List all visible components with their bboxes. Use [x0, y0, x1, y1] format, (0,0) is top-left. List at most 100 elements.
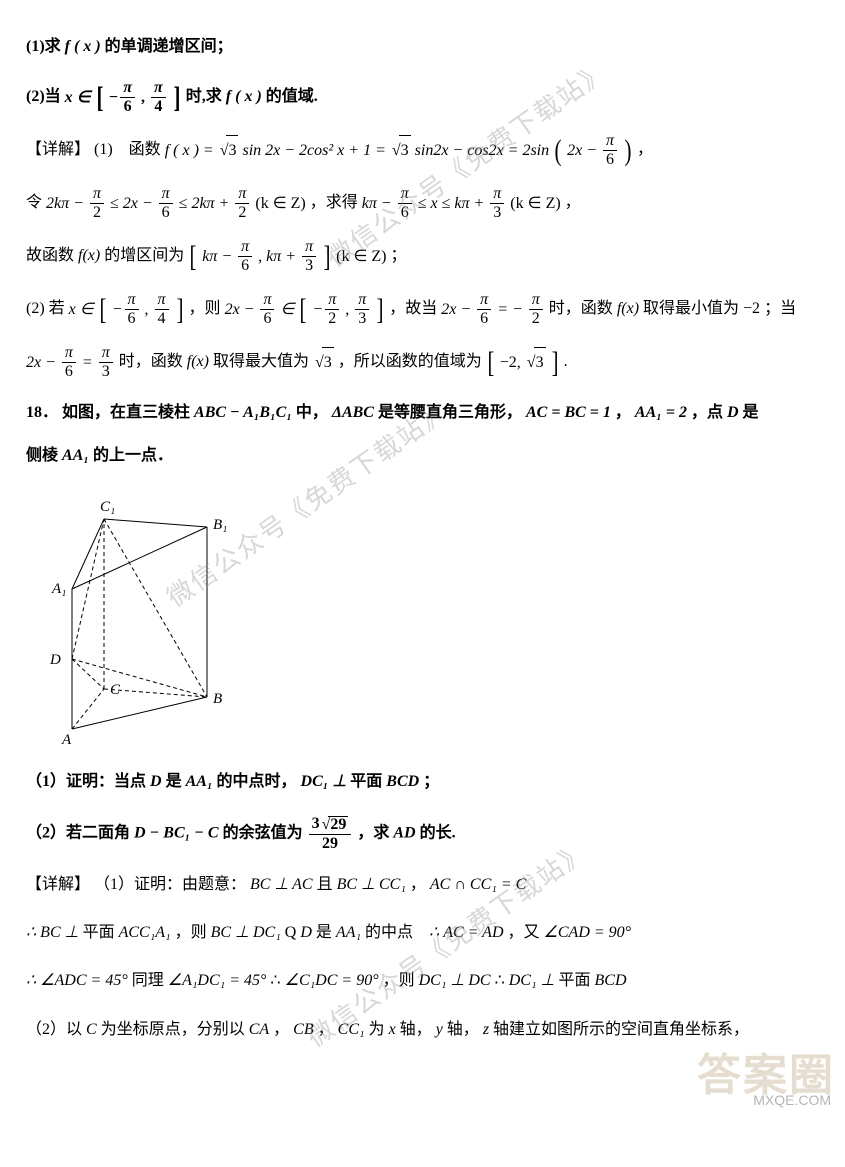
question-1-part-2: (2)当 x ∈ [ −π6 , π4 ] 时,求 f ( x ) 的值域.	[26, 80, 819, 115]
q1p1-fx: f ( x )	[65, 38, 101, 55]
s18l2-e: BC ⊥ DC₁	[211, 924, 281, 941]
fig-label-B: B	[213, 691, 222, 707]
s18l2-h: 是	[316, 924, 336, 941]
sol3-max: 3	[313, 354, 338, 371]
q18-2b: 的余弦值为	[223, 824, 307, 841]
p18-d: ，	[615, 404, 631, 421]
p18-e: ，点	[691, 404, 727, 421]
sol1-eq: f ( x ) = 3 sin 2x − 2cos² x + 1 = 3 sin…	[165, 142, 637, 159]
sol18-label: 【详解】	[26, 876, 90, 893]
q18-1perp: DC₁ ⊥	[301, 773, 347, 790]
sol1-num: (1)	[94, 142, 113, 159]
sol1-lead: 函数	[129, 142, 165, 159]
s18l2-m: ∠CAD = 90°	[544, 924, 632, 941]
solution-2-line-2: 2x − π6 = π3 时，函数 f(x) 取得最大值为 3 ，所以函数的值域…	[26, 345, 819, 380]
q18-1bcd: BCD	[386, 773, 419, 790]
sol18-1num: （1）证明：由题意：	[94, 876, 246, 893]
s18l2-l: ，又	[508, 924, 544, 941]
corner-fg: MXQE.COM	[753, 1087, 831, 1114]
sol3-max-cond: 2x − π6 = π3	[26, 354, 119, 371]
sol2-a: 若	[49, 301, 69, 318]
sol3-range: [ −2, 3 ]	[486, 354, 564, 371]
s18p2-f: CB	[293, 1021, 313, 1038]
sol2-f: 时，函数	[549, 301, 617, 318]
s18l2-k: ∴ AC = AD	[429, 924, 503, 941]
sol2-min-cond: 2x − π6 = − π2	[441, 301, 549, 318]
sol3-c: 取得最大值为	[213, 354, 313, 371]
q1p2-fx: f ( x )	[226, 89, 262, 106]
sol18-1c: BC ⊥ CC₁	[337, 876, 406, 893]
prism-figure: C₁ B₁ A₁ D C B A	[32, 489, 819, 749]
fig-label-A1: A₁	[51, 581, 66, 597]
s18l2-i: AA₁	[336, 924, 361, 941]
s18l3-i: DC₁ ⊥	[509, 972, 555, 989]
s18p2-k: 轴，	[400, 1021, 432, 1038]
sol2-int-2x: 2x − π6 ∈ [ −π2 , π3 ]	[225, 301, 390, 318]
s18l2-a: ∴ BC ⊥	[26, 924, 79, 941]
sol2-int-x: x ∈ [ −π6 , π4 ]	[69, 301, 189, 318]
solution-2-line-1: (2) 若 x ∈ [ −π6 , π4 ] ，则 2x − π6 ∈ [ −π…	[26, 292, 819, 327]
q18-part-1: （1）证明：当点 D 是 AA₁ 的中点时， DC₁ ⊥ 平面 BCD ；	[26, 767, 819, 797]
s18l3-b: 同理	[132, 972, 168, 989]
s18l3-d: ∴	[270, 972, 284, 989]
s18l2-f: Q	[285, 924, 301, 941]
q18-1D: D	[150, 773, 162, 790]
sol2-fx-1: f(x)	[617, 301, 639, 318]
p18-c: 是等腰直角三角形，	[378, 404, 522, 421]
line4-end: ；	[390, 248, 406, 265]
q18-1plane: 平面	[350, 773, 386, 790]
q18-2frac: 329 29	[307, 824, 358, 841]
s18l2-d: ，则	[175, 924, 211, 941]
s18l3-a: ∴ ∠ADC = 45°	[26, 972, 128, 989]
line4-b: 的增区间为	[104, 248, 188, 265]
p18-tri: ΔABC	[332, 404, 374, 421]
q18-2d: 的长.	[420, 824, 456, 841]
line4-fx: f(x)	[78, 248, 100, 265]
q18-1c: 的中点时，	[217, 773, 297, 790]
fig-label-C1: C₁	[100, 499, 115, 515]
s18p2-a: （2）以	[26, 1021, 86, 1038]
sol2-num: (2)	[26, 301, 45, 318]
p18-D: D	[727, 404, 739, 421]
line3-mid: ，求得	[310, 195, 362, 212]
line3-math: 2kπ − π2 ≤ 2x − π6 ≤ 2kπ + π2 (k ∈ Z)	[46, 195, 310, 212]
s18p2-e: ，	[273, 1021, 289, 1038]
sol-label: 【详解】	[26, 142, 90, 159]
fig-label-D: D	[49, 652, 61, 668]
q18-1b: 是	[166, 773, 186, 790]
line3-math-2: kπ − π6 ≤ x ≤ kπ + π3 (k ∈ Z)	[362, 195, 565, 212]
sol18-1d: ，	[410, 876, 426, 893]
s18l3-k: BCD	[595, 972, 627, 989]
sol18-line-3: ∴ ∠ADC = 45° 同理 ∠A₁DC₁ = 45° ∴ ∠C₁DC = 9…	[26, 966, 819, 996]
s18p2-o: 轴建立如图所示的空间直角坐标系，	[493, 1021, 749, 1038]
solution-1-line-3: 故函数 f(x) 的增区间为 [ kπ − π6 , kπ + π3 ] (k …	[26, 239, 819, 274]
line3-lead: 令	[26, 195, 46, 212]
q18-1edge: AA₁	[186, 773, 213, 790]
s18p2-l: y	[436, 1021, 443, 1038]
s18p2-n: z	[483, 1021, 489, 1038]
sol2-b: ，则	[189, 301, 225, 318]
s18p2-d: CA	[249, 1021, 269, 1038]
q1p2-mid: 时,求	[186, 89, 226, 106]
sol18-1e: AC ∩ CC₁ = C	[430, 876, 526, 893]
s18l3-j: 平面	[558, 972, 594, 989]
problem-18-line-1: 18． 如图，在直三棱柱 ABC − A₁B₁C₁ 中， ΔABC 是等腰直角三…	[26, 398, 819, 428]
q18-part-2: （2）若二面角 D − BC₁ − C 的余弦值为 329 29 ，求 AD 的…	[26, 816, 819, 852]
q1p2-suffix: 的值域.	[266, 89, 318, 106]
sol18-line-1: 【详解】 （1）证明：由题意： BC ⊥ AC 且 BC ⊥ CC₁ ， AC …	[26, 870, 819, 900]
q18-1a: （1）证明：当点	[26, 773, 150, 790]
q1p2-prefix: (2)当	[26, 89, 65, 106]
sol18-line-2: ∴ BC ⊥ 平面 ACC₁A₁ ，则 BC ⊥ DC₁ Q D 是 AA₁ 的…	[26, 918, 819, 948]
p18-f: 是	[743, 404, 759, 421]
s18p2-b: C	[86, 1021, 97, 1038]
s18l3-h: ∴	[495, 972, 509, 989]
p18-b: 中，	[296, 404, 328, 421]
line4-a: 故函数	[26, 248, 78, 265]
s18l3-g: DC₁ ⊥ DC	[419, 972, 491, 989]
sol18-1a: BC ⊥ AC	[250, 876, 313, 893]
q18-2c: ，求	[357, 824, 393, 841]
s18l2-b: 平面	[83, 924, 119, 941]
corner-bg: 答案圈	[697, 1051, 835, 1100]
s18p2-h: CC₁	[338, 1021, 365, 1038]
page: 微信公众号《免费下载站》 微信公众号《免费下载站》 微信公众号《免费下载站》 (…	[0, 0, 845, 1123]
